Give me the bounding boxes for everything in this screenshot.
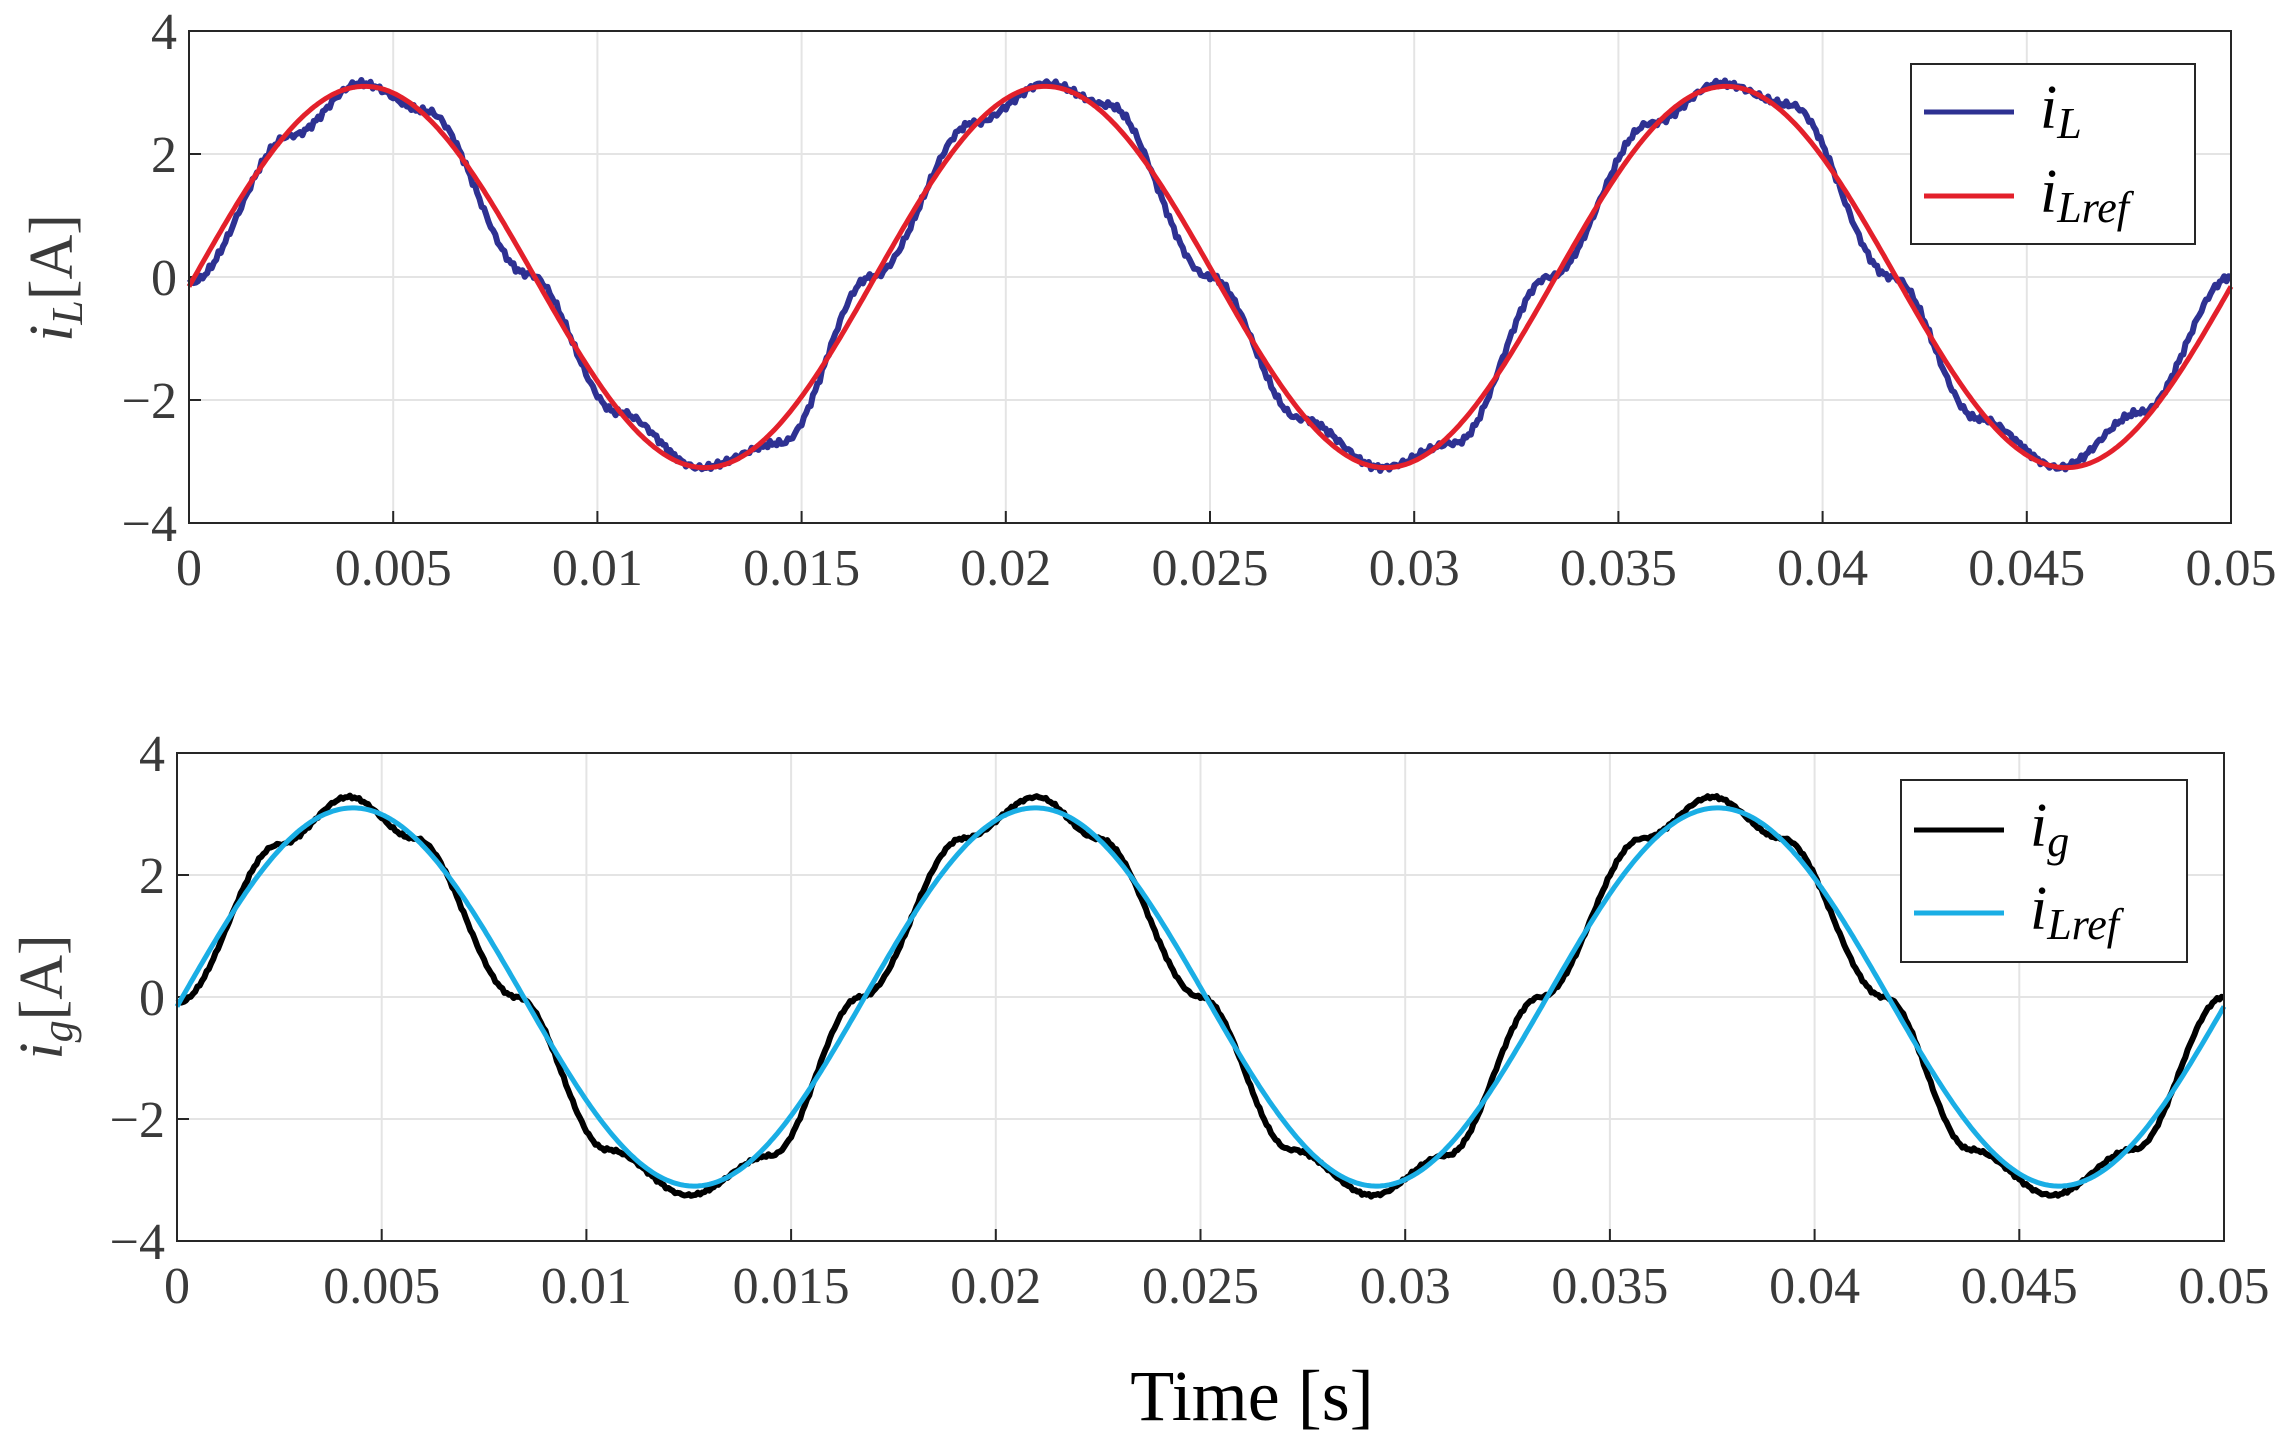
legend: ig iLref [1900, 779, 2188, 963]
y-axis-label-unit: [A] [8, 934, 76, 1020]
x-tick-label: 0 [164, 1258, 190, 1315]
x-tick-label: 0.03 [1369, 540, 1460, 597]
y-tick-label: −2 [110, 1092, 165, 1149]
y-tick-labels: 4 2 0 −2 −4 [110, 726, 165, 1271]
y-axis-label-unit: [A] [18, 214, 86, 300]
y-tick-label: 0 [139, 970, 165, 1027]
y-tick-label: 4 [151, 4, 177, 61]
x-axis-title: Time [s] [1130, 1356, 1373, 1436]
series-group [174, 792, 2227, 1200]
y-axis-label: iL[A] [18, 214, 92, 342]
y-tick-label: 4 [139, 726, 165, 783]
x-tick-label: 0.015 [743, 540, 860, 597]
x-tick-label: 0.01 [552, 540, 643, 597]
series-group [186, 77, 2234, 474]
x-tick-label: 0 [176, 540, 202, 597]
x-tick-label: 0.04 [1769, 1258, 1860, 1315]
x-tick-label: 0.05 [2179, 1258, 2270, 1315]
x-tick-label: 0.005 [323, 1258, 440, 1315]
y-axis-label-sub: L [43, 300, 92, 325]
x-tick-label: 0.04 [1777, 540, 1868, 597]
x-tick-label: 0.045 [1968, 540, 2085, 597]
subplot-top: 0 0.005 0.01 0.015 0.02 0.025 0.03 0.035 0.04 0.0… [18, 4, 2277, 597]
legend-box [1910, 63, 2196, 245]
legend-label-ig: ig [2030, 792, 2069, 866]
y-tick-label: 2 [151, 127, 177, 184]
subplot-bottom: 0 0.005 0.01 0.015 0.02 0.025 0.03 0.035 0.04 0.0… [8, 726, 2270, 1315]
legend-label-iLref: iLref [2040, 158, 2135, 232]
x-tick-label: 0.025 [1152, 540, 1269, 597]
y-axis-label-main: i [8, 1042, 76, 1059]
x-tick-label: 0.02 [960, 540, 1051, 597]
y-axis-label-main: i [18, 325, 86, 342]
series-line-lref [186, 83, 2234, 471]
x-tick-label: 0.005 [335, 540, 452, 597]
legend: iL iLref [1910, 63, 2196, 245]
y-tick-label: −4 [122, 496, 177, 553]
x-tick-label: 0.015 [733, 1258, 850, 1315]
y-tick-label: −4 [110, 1214, 165, 1271]
x-tick-label: 0.025 [1142, 1258, 1259, 1315]
y-tick-label: −2 [122, 373, 177, 430]
x-tick-label: 0.035 [1560, 540, 1677, 597]
y-tick-labels: 4 2 0 −2 −4 [122, 4, 177, 553]
legend-label-iL: iL [2040, 74, 2082, 148]
x-tick-label: 0.045 [1961, 1258, 2078, 1315]
series-line-g [175, 792, 2225, 1200]
legend-box [1900, 779, 2188, 963]
axes-box [176, 752, 2225, 1242]
axes-box [188, 30, 2232, 524]
y-axis-label-sub: g [33, 1020, 82, 1042]
series-line-l [186, 77, 2233, 474]
x-tick-label: 0.035 [1551, 1258, 1668, 1315]
legend-label-iLref: iLref [2030, 875, 2125, 949]
y-tick-label: 2 [139, 848, 165, 905]
series-line-lref [174, 805, 2227, 1189]
x-tick-label: 0.02 [950, 1258, 1041, 1315]
x-tick-label: 0.03 [1360, 1258, 1451, 1315]
x-tick-label: 0.01 [541, 1258, 632, 1315]
x-tick-labels: 0 0.005 0.01 0.015 0.02 0.025 0.03 0.035 0.04 0.0… [164, 1258, 2270, 1315]
y-tick-label: 0 [151, 250, 177, 307]
x-tick-labels: 0 0.005 0.01 0.015 0.02 0.025 0.03 0.035 0.04 0.0… [176, 540, 2277, 597]
x-tick-label: 0.05 [2186, 540, 2277, 597]
y-axis-label: ig[A] [8, 934, 82, 1059]
